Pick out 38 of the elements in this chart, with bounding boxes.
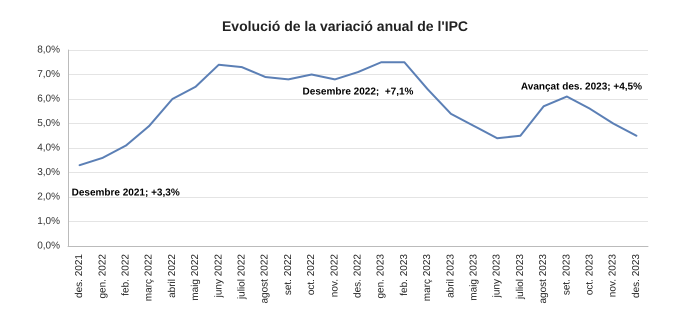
y-tick-label: 8,0% — [37, 44, 60, 56]
chart-title: Evolució de la variació anual de l'IPC — [222, 18, 468, 34]
x-tick-label: oct. 2023 — [584, 254, 596, 296]
x-tick-label: gen. 2023 — [376, 254, 387, 298]
x-tick-label: feb. 2022 — [120, 254, 132, 296]
x-tick-label: set. 2023 — [561, 254, 572, 296]
x-tick-label: juliol 2022 — [236, 254, 248, 300]
x-tick-label: set. 2022 — [282, 254, 294, 296]
y-tick-label: 1,0% — [37, 216, 60, 227]
x-tick-label: agost 2023 — [538, 254, 550, 304]
x-tick-label: nov. 2022 — [329, 254, 340, 298]
x-tick-label: oct. 2022 — [306, 254, 318, 296]
y-tick-label: 7,0% — [37, 69, 60, 80]
x-tick-label: nov. 2023 — [608, 254, 619, 298]
x-tick-label: feb. 2023 — [398, 254, 410, 296]
x-tick-label: abril 2022 — [166, 254, 178, 298]
y-tick-label: 0,0% — [37, 240, 60, 252]
x-tick-label: des. 2021 — [74, 254, 86, 298]
y-tick-label: 2,0% — [37, 192, 60, 202]
x-tick-label: gen. 2022 — [97, 254, 108, 298]
x-tick-label: agost 2022 — [260, 254, 271, 304]
x-tick-label: maig 2023 — [468, 254, 480, 301]
y-tick-label: 5,0% — [37, 118, 60, 129]
y-tick-label: 6,0% — [37, 94, 60, 104]
y-tick-label: 3,0% — [37, 167, 60, 178]
x-tick-label: març 2023 — [422, 254, 434, 302]
x-tick-label: abril 2023 — [445, 254, 456, 298]
x-tick-label: des. 2022 — [352, 254, 364, 298]
annotation: Desembre 2022; +7,1% — [302, 86, 414, 98]
x-tick-label: juliol 2023 — [514, 254, 526, 300]
y-tick-label: 4,0% — [37, 142, 60, 154]
x-tick-label: juny 2022 — [213, 254, 224, 298]
annotation: Desembre 2021; +3,3% — [72, 188, 180, 199]
x-tick-label: maig 2022 — [190, 254, 202, 301]
x-tick-label: des. 2023 — [630, 254, 642, 298]
x-tick-label: juny 2023 — [492, 254, 503, 298]
annotation: Avançat des. 2023; +4,5% — [520, 82, 642, 92]
x-tick-label: març 2022 — [144, 254, 155, 302]
